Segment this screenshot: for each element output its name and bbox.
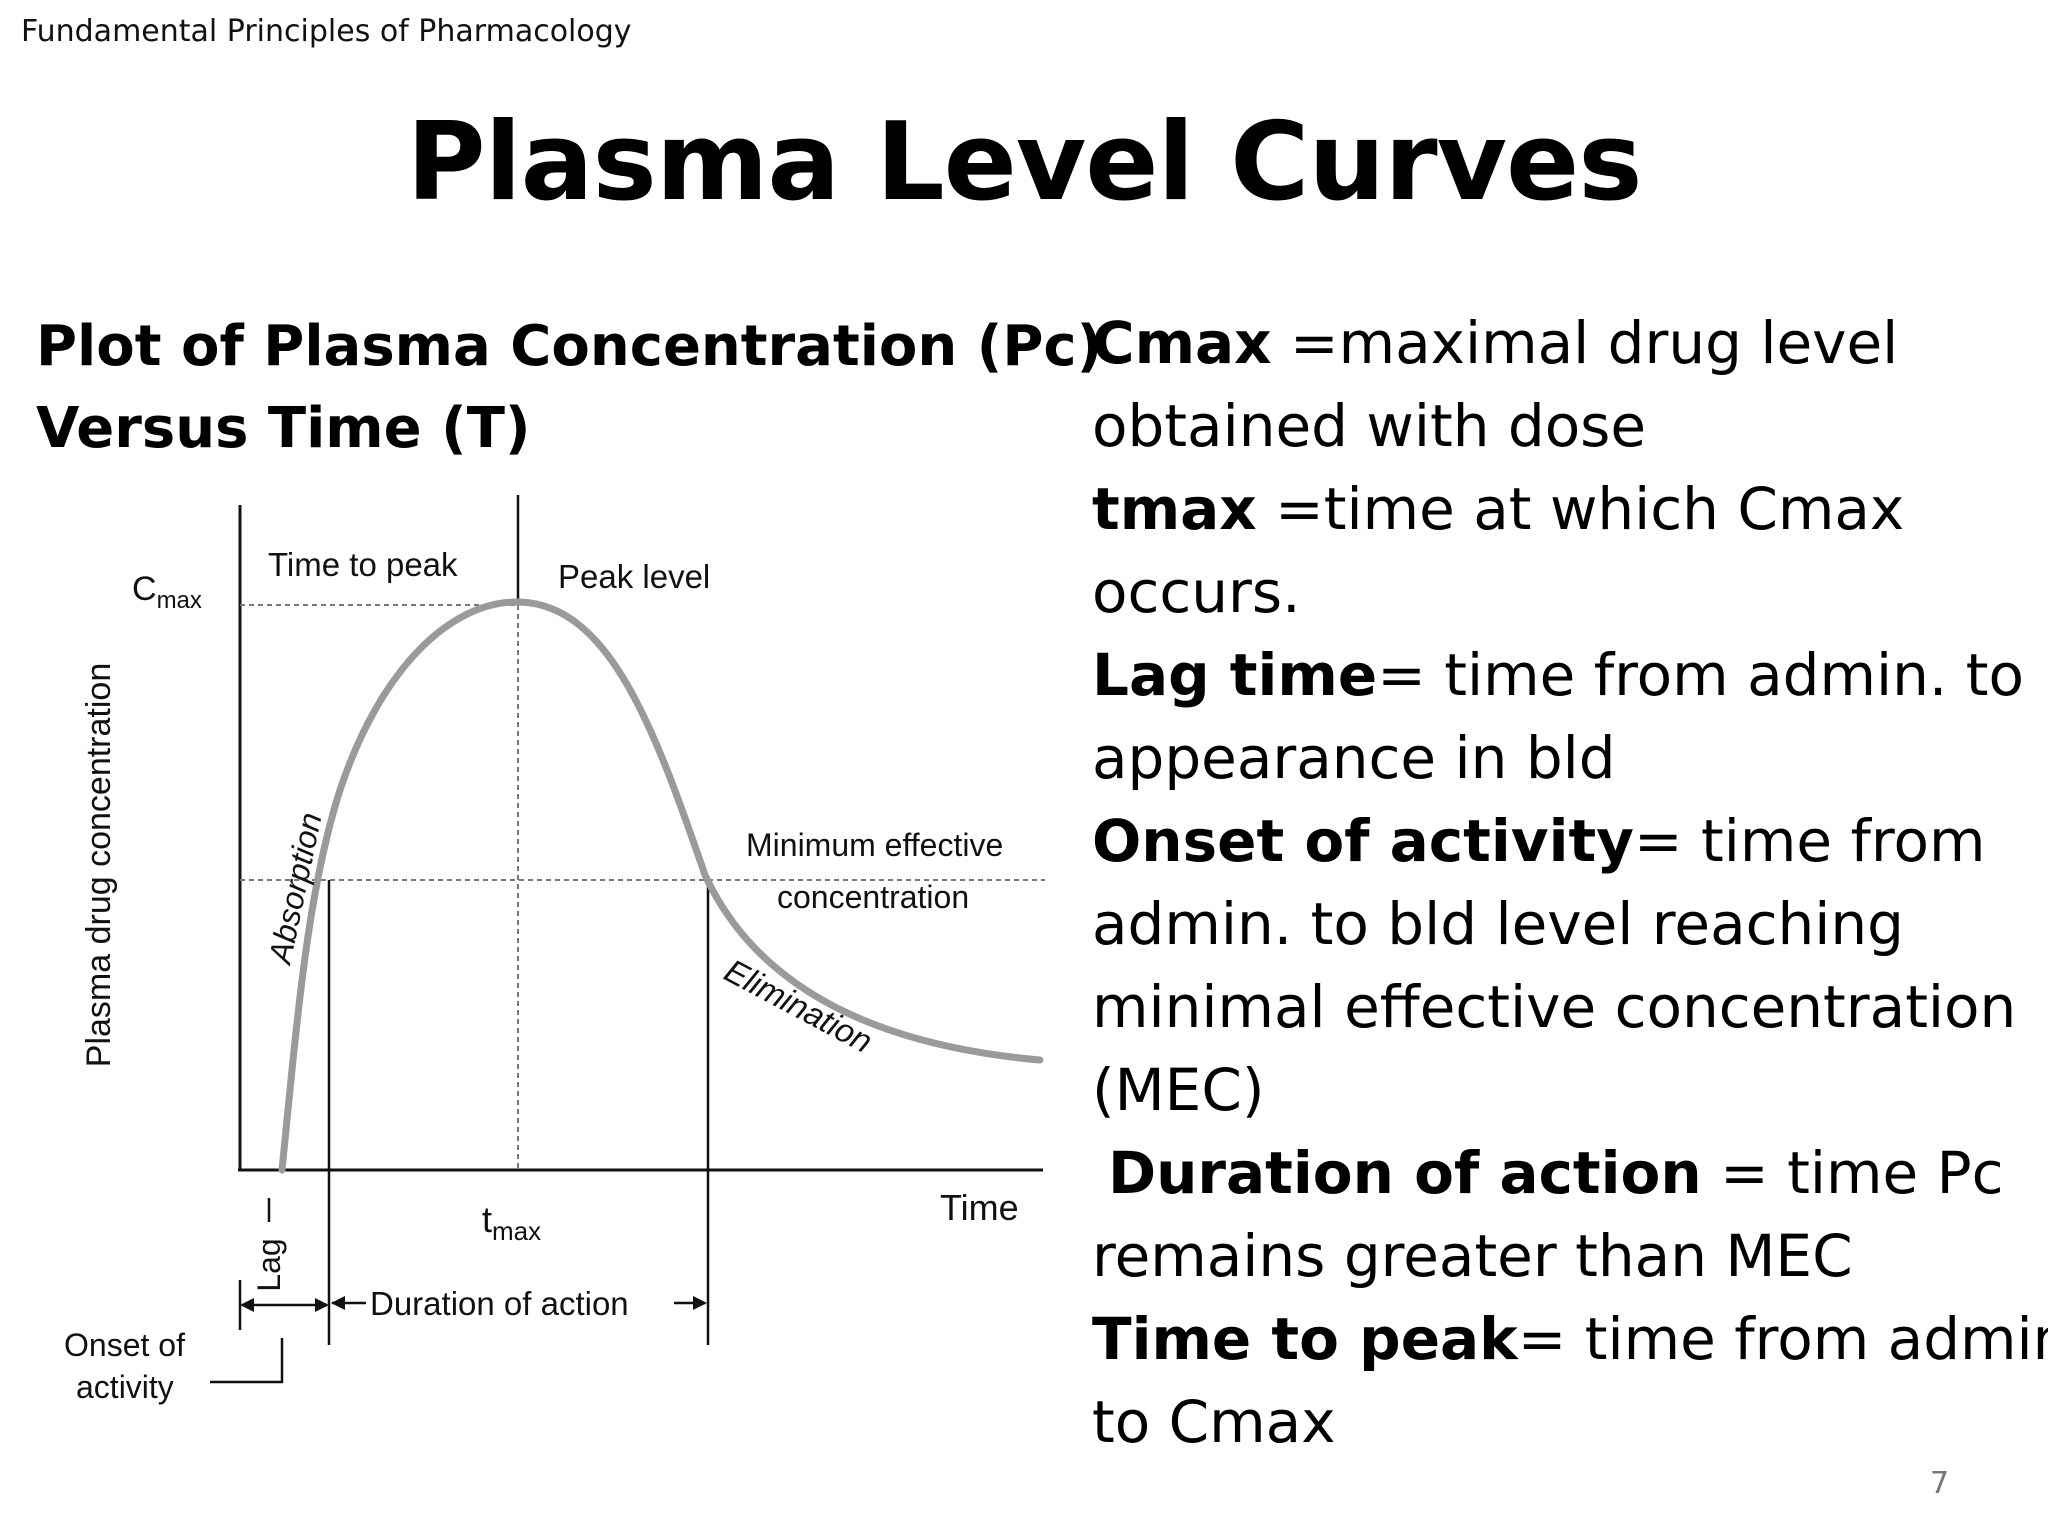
duration-text-1: = time Pc <box>1701 1139 2004 1207</box>
time-to-peak-label: Time to peak <box>268 546 458 583</box>
plasma-curve <box>278 598 1044 1174</box>
subtitle-line-2: Versus Time (T) <box>36 396 531 461</box>
slide-title: Plasma Level Curves <box>406 100 1642 225</box>
lag-definition-cont: appearance in bld <box>1092 724 1616 792</box>
course-header: Fundamental Principles of Pharmacology <box>21 14 632 49</box>
lag-arrow-head-right <box>315 1298 329 1312</box>
cmax-label-sub: max <box>157 587 202 614</box>
peak-text-1: = time from admin. <box>1517 1305 2048 1373</box>
duration-definition: Duration of action = time Pc <box>1092 1132 2032 1215</box>
tmax-term: tmax <box>1092 475 1257 543</box>
peak-definition-cont: to Cmax <box>1092 1388 1336 1456</box>
lag-label: Lag <box>251 1238 287 1291</box>
y-axis-label: Plasma drug concentration <box>80 663 118 1067</box>
onset-term: Onset of activity <box>1092 807 1634 875</box>
onset-label-line-2: activity <box>76 1369 174 1405</box>
peak-term: Time to peak <box>1092 1305 1518 1373</box>
subtitle-line-1: Plot of Plasma Concentration (Pc) <box>36 314 1103 379</box>
elimination-label: Elimination <box>719 952 879 1060</box>
lag-term: Lag time <box>1092 641 1378 709</box>
tmax-label-t: t <box>482 1199 492 1240</box>
page-number: 7 <box>1930 1466 1950 1501</box>
onset-definition: Onset of activity= time from <box>1092 800 2032 883</box>
mec-label-line-2: concentration <box>777 879 969 915</box>
peak-level-label: Peak level <box>558 558 710 595</box>
definitions-list: Cmax =maximal drug level obtained with d… <box>1092 302 2048 1464</box>
cmax-definition: Cmax =maximal drug level <box>1092 302 2032 385</box>
onset-definition-cont-3: (MEC) <box>1092 1056 1265 1124</box>
tmax-definition-cont: occurs. <box>1092 558 1301 626</box>
onset-definition-cont-1: admin. to bld level reaching <box>1092 890 1904 958</box>
mec-label-line-1: Minimum effective <box>746 827 1003 863</box>
chart-subtitle: Plot of Plasma Concentration (Pc) Versus… <box>36 306 1102 470</box>
duration-term: Duration of action <box>1108 1139 1702 1207</box>
onset-label-line-1: Onset of <box>64 1327 185 1363</box>
duration-definition-cont: remains greater than MEC <box>1092 1222 1853 1290</box>
onset-text-1: = time from <box>1634 807 1986 875</box>
duration-arrow-head-right <box>693 1296 707 1310</box>
duration-arrow-head-left <box>331 1296 345 1310</box>
cmax-label-c: C <box>132 570 157 608</box>
tmax-definition: tmax =time at which Cmax <box>1092 468 2032 551</box>
cmax-definition-cont: obtained with dose <box>1092 392 1647 460</box>
x-axis-label: Time <box>940 1187 1019 1228</box>
tmax-label: tmax <box>482 1199 541 1246</box>
tmax-label-sub: max <box>492 1216 541 1246</box>
peak-definition: Time to peak= time from admin. <box>1092 1298 2048 1381</box>
lag-arrow-head-left <box>240 1298 254 1312</box>
lag-definition: Lag time= time from admin. to <box>1092 634 2032 717</box>
plasma-level-chart: Cmax Time to peak Peak level Minimum eff… <box>64 495 1045 1405</box>
onset-bracket <box>210 1338 284 1384</box>
cmax-term: Cmax <box>1092 309 1272 377</box>
lag-text-1: = time from admin. to <box>1377 641 2024 709</box>
tmax-text-1: =time at which Cmax <box>1256 475 1905 543</box>
duration-label: Duration of action <box>370 1285 629 1322</box>
cmax-label: Cmax <box>132 570 202 614</box>
onset-definition-cont-2: minimal effective concentration <box>1092 973 2017 1041</box>
cmax-text-1: =maximal drug level <box>1271 309 1899 377</box>
